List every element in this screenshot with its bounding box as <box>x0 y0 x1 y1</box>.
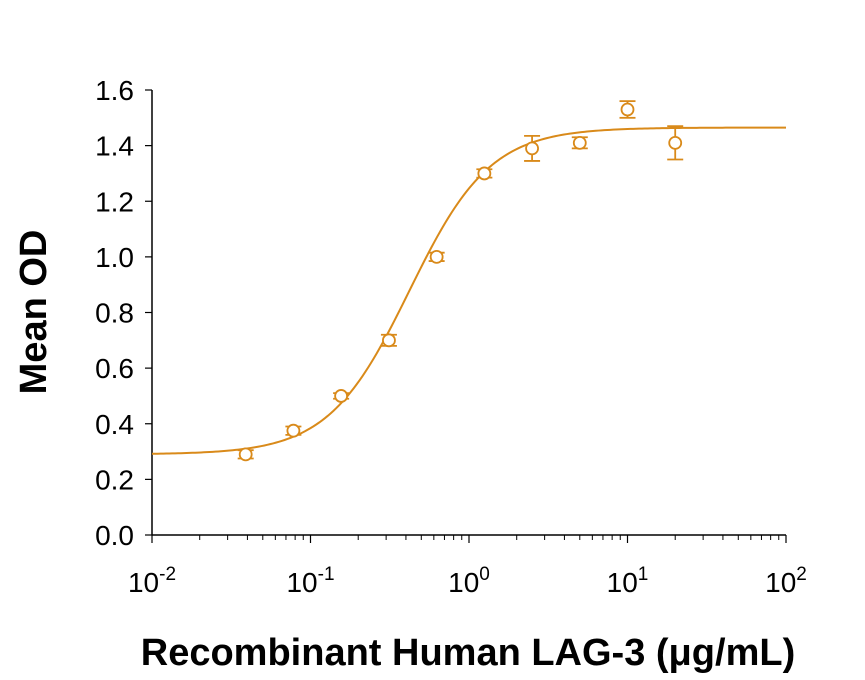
y-tick-label: 0.8 <box>95 298 134 329</box>
data-point <box>571 135 588 150</box>
data-point <box>380 333 397 348</box>
y-tick-label: 1.2 <box>95 186 134 217</box>
x-tick-label: 102 <box>765 564 807 598</box>
x-tick-label: 100 <box>448 564 490 598</box>
data-point <box>237 447 254 462</box>
tick-labels: 0.0 0.2 0.4 0.6 0.8 1.0 1.2 1.4 1.6 10-2 10-1 100 10… <box>95 75 807 598</box>
data-point <box>285 423 302 438</box>
data-marker <box>477 166 492 181</box>
data-point <box>667 125 684 161</box>
x-tick-label: 10-2 <box>128 564 176 598</box>
ticks <box>145 89 787 543</box>
data-point <box>524 134 541 162</box>
data-marker <box>620 102 635 117</box>
data-marker <box>334 389 349 403</box>
fit-curve <box>151 126 786 455</box>
y-tick-label: 0.0 <box>95 520 134 551</box>
y-tick-label: 1.4 <box>95 131 134 162</box>
y-axis-title: Mean OD <box>13 230 55 395</box>
y-tick-label: 0.2 <box>95 464 134 495</box>
data-point <box>428 249 445 264</box>
data-marker <box>668 135 683 150</box>
y-tick-label: 1.0 <box>95 242 134 273</box>
data-marker <box>572 135 587 150</box>
data-points <box>237 100 684 462</box>
data-marker <box>429 249 444 264</box>
x-tick-label: 10-1 <box>286 564 334 598</box>
axes <box>151 90 786 536</box>
data-marker <box>525 141 539 156</box>
data-marker <box>238 447 253 462</box>
data-point <box>333 389 350 403</box>
data-marker <box>286 423 301 438</box>
y-tick-label: 0.4 <box>95 409 134 440</box>
data-marker <box>382 333 396 348</box>
y-tick-label: 1.6 <box>95 75 134 106</box>
y-tick-label: 0.6 <box>95 353 134 384</box>
data-point <box>476 166 493 181</box>
x-axis-title: Recombinant Human LAG-3 (μg/mL) <box>141 632 795 674</box>
x-tick-label: 101 <box>607 564 649 598</box>
data-point <box>619 100 636 119</box>
